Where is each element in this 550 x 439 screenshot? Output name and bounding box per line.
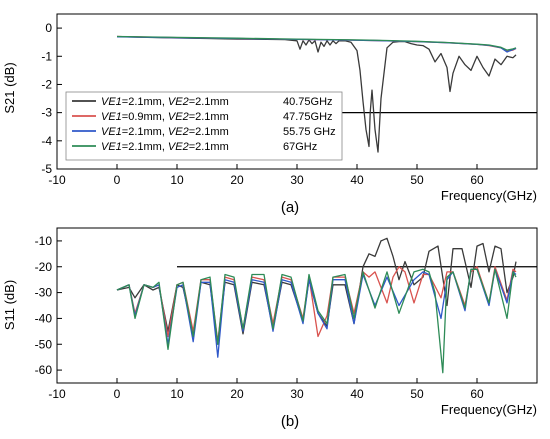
x-tick-label: 10 xyxy=(170,173,184,187)
x-tick-label: 20 xyxy=(230,173,244,187)
y-tick-label: -5 xyxy=(41,162,52,176)
x-tick-label: 40 xyxy=(350,387,364,401)
axes-b: -10 0 10 20 30 40 50 60 -10 -20 -30 -40 -50 -60 xyxy=(35,234,484,401)
legend-frequency: 55.75 GHz xyxy=(283,126,336,138)
xlabel-b: Frequency(GHz) xyxy=(441,402,537,417)
legend-ve1-label: VE1 xyxy=(101,96,122,108)
series-line-b-3 xyxy=(116,268,517,374)
series-group-a xyxy=(116,35,517,153)
x-tick-label: 50 xyxy=(410,173,424,187)
legend-frequency: 40.75GHz xyxy=(283,96,333,108)
legend-ve1-value: =2.1mm, xyxy=(122,126,165,138)
y-tick-label: -2 xyxy=(41,77,52,91)
y-tick-label: -10 xyxy=(35,234,53,248)
legend-ve1-label: VE1 xyxy=(101,141,122,153)
panel-a: -10 0 10 20 30 40 50 60 0 -1 -2 -3 -4 -5 S21 (dB) Fre… xyxy=(2,13,538,216)
legend-ve2-label: VE2 xyxy=(168,111,189,123)
legend-item: VE1=2.1mm, VE2=2.1mm 55.75 GHz xyxy=(72,126,336,138)
y-tick-label: -40 xyxy=(35,311,53,325)
legend-item: VE1=2.1mm, VE2=2.1mm 40.75GHz xyxy=(72,96,333,108)
axes-a: -10 0 10 20 30 40 50 60 0 -1 -2 -3 -4 -5 xyxy=(41,21,484,187)
legend-ve1-value: =0.9mm, xyxy=(122,111,165,123)
x-tick-label: -10 xyxy=(48,387,66,401)
legend-ve2-value: =2.1mm xyxy=(189,111,229,123)
legend-ve1-label: VE1 xyxy=(101,111,122,123)
legend-ve2-label: VE2 xyxy=(168,96,189,108)
panel-label-a: (a) xyxy=(281,199,299,216)
y-tick-label: 0 xyxy=(45,21,52,35)
series-line-a-0 xyxy=(116,35,517,153)
legend-ve2-value: =2.1mm xyxy=(189,141,229,153)
ylabel-a: S21 (dB) xyxy=(2,62,17,113)
legend-box xyxy=(65,91,343,161)
x-tick-label: 0 xyxy=(114,387,121,401)
x-tick-label: 20 xyxy=(230,387,244,401)
legend-text: VE1=2.1mm, VE2=2.1mm xyxy=(101,126,229,138)
legend-ve1-label: VE1 xyxy=(101,126,122,138)
x-tick-label: 50 xyxy=(410,387,424,401)
panel-label-b: (b) xyxy=(281,413,299,430)
x-tick-label: 30 xyxy=(290,173,304,187)
xlabel-a: Frequency(GHz) xyxy=(441,188,537,203)
y-tick-label: -3 xyxy=(41,106,52,120)
legend-frequency: 67GHz xyxy=(283,141,317,153)
series-group-b xyxy=(116,237,517,374)
x-tick-label: 60 xyxy=(470,173,484,187)
y-tick-label: -50 xyxy=(35,337,53,351)
legend-item: VE1=2.1mm, VE2=2.1mm 67GHz xyxy=(72,141,317,153)
y-tick-label: -1 xyxy=(41,49,52,63)
y-tick-label: -4 xyxy=(41,134,52,148)
x-tick-label: 40 xyxy=(350,173,364,187)
y-tick-label: -20 xyxy=(35,260,53,274)
ylabel-b: S11 (dB) xyxy=(2,280,17,330)
legend-text: VE1=0.9mm, VE2=2.1mm xyxy=(101,111,229,123)
legend-ve2-label: VE2 xyxy=(168,141,189,153)
legend-item: VE1=0.9mm, VE2=2.1mm 47.75GHz xyxy=(72,111,333,123)
legend-ve1-value: =2.1mm, xyxy=(122,96,165,108)
legend-ve2-value: =2.1mm xyxy=(189,96,229,108)
legend-frequency: 47.75GHz xyxy=(283,111,333,123)
y-tick-label: -60 xyxy=(35,363,53,377)
x-tick-label: 60 xyxy=(470,387,484,401)
x-tick-label: -10 xyxy=(48,173,66,187)
series-line-a-3 xyxy=(116,35,517,51)
legend-ve2-value: =2.1mm xyxy=(189,126,229,138)
legend-text: VE1=2.1mm, VE2=2.1mm xyxy=(101,96,229,108)
x-tick-label: 30 xyxy=(290,387,304,401)
y-tick-label: -30 xyxy=(35,286,53,300)
legend-ve1-value: =2.1mm, xyxy=(122,141,165,153)
legend-text: VE1=2.1mm, VE2=2.1mm xyxy=(101,141,229,153)
legend-ve2-label: VE2 xyxy=(168,126,189,138)
x-tick-label: 0 xyxy=(114,173,121,187)
x-tick-label: 10 xyxy=(170,387,184,401)
panel-b: -10 0 10 20 30 40 50 60 -10 -20 -30 -40 -50 -60 S11 (… xyxy=(2,227,538,430)
